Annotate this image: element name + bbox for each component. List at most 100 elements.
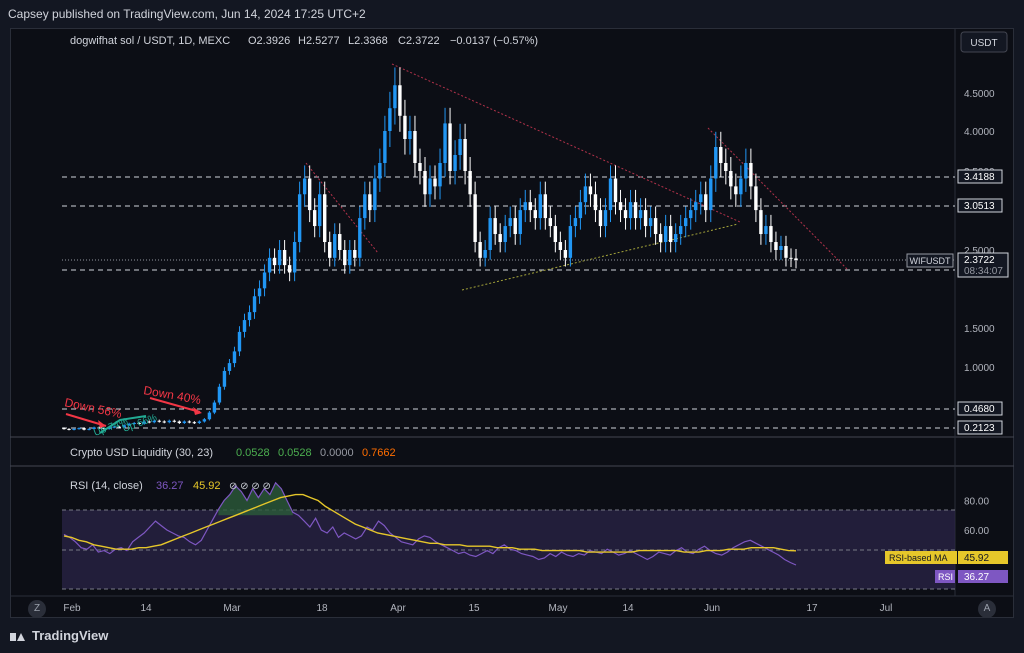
annotation-arrow-up-a	[99, 415, 147, 434]
candle-body	[673, 234, 678, 243]
candle-body	[408, 131, 412, 139]
candle-body	[789, 257, 793, 259]
rsi-ma-tag	[885, 551, 957, 564]
candle-body	[403, 115, 407, 139]
candle-body	[568, 226, 573, 258]
candle-body	[433, 178, 437, 187]
candle-body	[658, 234, 663, 243]
candle-body	[513, 218, 517, 235]
candle-body	[764, 226, 768, 235]
candle-body	[744, 163, 748, 179]
candle-body	[92, 427, 96, 429]
auto-scale-button[interactable]: A	[978, 600, 996, 618]
price-tick: 1.5000	[964, 324, 995, 335]
liquidity-v4: 0.7662	[362, 447, 396, 459]
candle-body	[137, 422, 141, 424]
candle-body	[388, 108, 392, 131]
candle-body	[368, 194, 372, 211]
rsi-line	[63, 481, 797, 566]
candle-body	[227, 363, 232, 371]
candle-body	[222, 370, 227, 387]
candle-body	[338, 234, 342, 250]
candlesticks	[62, 67, 798, 431]
time-tick: Jun	[704, 603, 720, 614]
candle-body	[794, 258, 798, 260]
currency-button[interactable]	[960, 31, 1008, 53]
candle-body	[127, 423, 131, 426]
candle-body	[749, 163, 753, 187]
candle-body	[729, 171, 733, 187]
candle-body	[162, 421, 166, 423]
candle-body	[558, 242, 563, 250]
candle-body	[593, 194, 598, 211]
candle-body	[428, 178, 432, 195]
candle-body	[302, 178, 307, 195]
candle-body	[774, 242, 778, 250]
rsi-value: 36.27	[156, 480, 184, 492]
candle-body	[448, 123, 452, 171]
candle-body	[202, 419, 207, 422]
zoom-button[interactable]: Z	[28, 600, 46, 618]
candle-body	[719, 147, 723, 163]
rsi-ma-tag-label: RSI-based MA	[889, 553, 948, 563]
time-axis: Feb 14 Mar 18 Apr 15 May 14 Jun 17 Jul	[63, 603, 892, 614]
time-tick: Apr	[390, 603, 406, 614]
rsi-tag	[935, 570, 955, 583]
candle-body	[563, 250, 568, 258]
candle-body	[358, 218, 362, 258]
candle-body	[583, 186, 588, 203]
candle-body	[533, 210, 537, 219]
candle-body	[323, 194, 327, 243]
candle-body	[618, 202, 623, 211]
currency-label: USDT	[970, 38, 997, 49]
candle-body	[192, 422, 197, 424]
candle-body	[353, 250, 357, 258]
current-price-text: 2.3722	[964, 255, 995, 266]
symbol-tag-text: WIFUSDT	[910, 256, 951, 266]
candle-body	[418, 163, 422, 171]
level-tag-text: 0.4680	[964, 404, 995, 415]
candle-body	[613, 178, 618, 203]
level-tag	[957, 198, 1003, 213]
candle-body	[242, 320, 247, 332]
candle-body	[488, 218, 492, 250]
candle-body	[262, 272, 267, 289]
candle-body	[312, 210, 317, 227]
candle-body	[628, 202, 633, 219]
candle-body	[272, 257, 277, 266]
annotation-up-b: Up 66%	[121, 412, 158, 435]
candle-body	[468, 171, 472, 195]
candle-body	[393, 85, 397, 109]
candle-body	[142, 421, 146, 424]
price-tick: 1.0000	[964, 363, 995, 374]
candle-body	[573, 218, 578, 227]
candle-body	[122, 425, 126, 428]
candle-body	[343, 250, 347, 266]
candle-body	[739, 178, 743, 195]
trendline-resistance-2	[707, 127, 849, 271]
candle-body	[328, 242, 332, 258]
candle-body	[678, 226, 683, 235]
symbol-tag	[906, 253, 954, 268]
candle-body	[117, 426, 121, 428]
time-tick: Feb	[63, 603, 81, 614]
liquidity-title: Crypto USD Liquidity (30, 23)	[70, 447, 213, 459]
candle-body	[453, 155, 457, 171]
tradingview-logo[interactable]: TradingView	[10, 628, 108, 643]
candle-body	[212, 402, 217, 413]
candle-body	[714, 147, 718, 179]
candle-body	[277, 250, 282, 266]
candle-body	[307, 178, 312, 211]
candle-body	[463, 139, 467, 171]
publish-header: Capsey published on TradingView.com, Jun…	[0, 0, 1024, 28]
level-tag	[957, 169, 1003, 184]
candle-body	[689, 210, 693, 219]
time-tick: 15	[468, 603, 480, 614]
candle-body	[363, 194, 367, 219]
candle-body	[699, 194, 703, 203]
candle-body	[473, 194, 477, 243]
rsi-ma-line	[63, 493, 797, 553]
candle-body	[292, 242, 297, 273]
candle-body	[648, 218, 653, 227]
